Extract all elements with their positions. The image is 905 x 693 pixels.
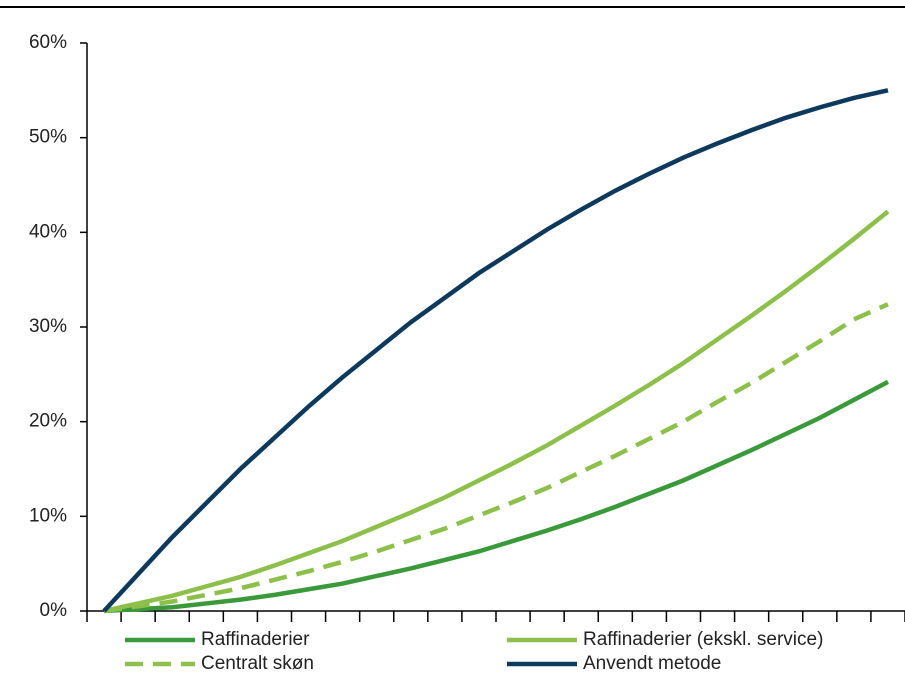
y-tick-label: 10% bbox=[29, 505, 67, 526]
y-tick-label: 60% bbox=[29, 32, 67, 53]
y-tick-label: 40% bbox=[29, 221, 67, 242]
y-tick-label: 0% bbox=[40, 600, 68, 621]
series-line bbox=[103, 379, 890, 614]
series-line bbox=[102, 88, 889, 613]
legend-label: Raffinaderier (ekskl. service) bbox=[583, 629, 823, 650]
series-line bbox=[103, 302, 889, 614]
legend-label: Centralt skøn bbox=[201, 653, 314, 674]
series-line bbox=[103, 209, 890, 614]
legend-label: Anvendt metode bbox=[583, 653, 721, 674]
legend-label: Raffinaderier bbox=[201, 629, 310, 650]
y-tick-label: 30% bbox=[29, 316, 67, 337]
y-tick-label: 20% bbox=[29, 411, 67, 432]
y-tick-label: 50% bbox=[29, 127, 67, 148]
